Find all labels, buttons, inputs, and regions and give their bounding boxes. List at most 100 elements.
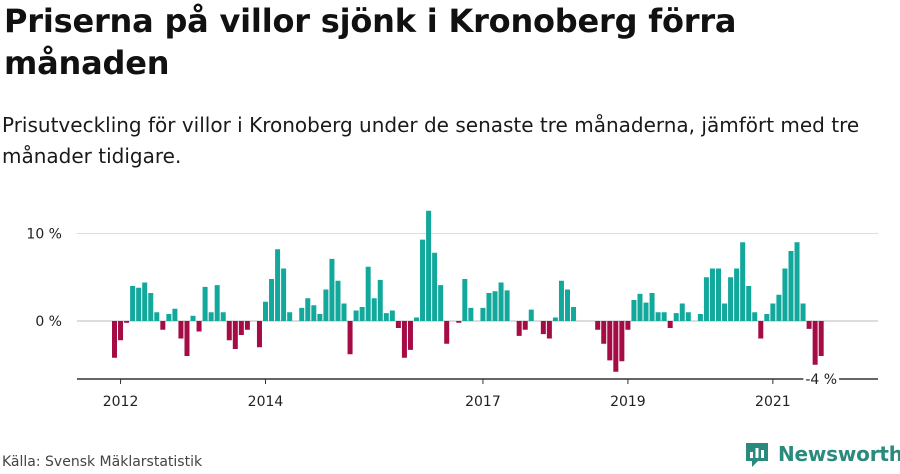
bar: [118, 321, 124, 341]
brand-name: Newsworthy: [778, 442, 900, 466]
bar: [148, 293, 154, 321]
bar: [595, 321, 601, 330]
bar: [800, 303, 806, 321]
bar: [353, 310, 359, 321]
bar: [438, 285, 444, 321]
y-tick-label: 10 %: [26, 227, 62, 243]
x-tick-label: 2012: [103, 394, 139, 410]
bar: [432, 252, 438, 321]
bar: [776, 294, 782, 321]
newsworthy-logo[interactable]: Newsworthy: [744, 441, 900, 467]
bar: [782, 268, 788, 321]
bar: [788, 251, 794, 321]
bar: [202, 286, 208, 321]
y-tick-label: 0 %: [35, 314, 62, 330]
chart-subtitle: Prisutveckling för villor i Kronoberg un…: [2, 113, 860, 168]
source-note: Källa: Svensk Mäklarstatistik: [2, 454, 203, 470]
bar: [256, 321, 262, 348]
bar: [794, 242, 800, 321]
bar: [601, 321, 607, 344]
bar: [220, 312, 226, 321]
bar: [492, 291, 498, 321]
bar: [184, 321, 190, 356]
bar: [806, 321, 812, 329]
x-tick-label: 2021: [755, 394, 791, 410]
x-tick-label: 2017: [465, 394, 501, 410]
bar: [407, 321, 413, 350]
bar: [685, 312, 691, 321]
bar: [552, 317, 558, 321]
bar: [740, 242, 746, 321]
bar: [565, 289, 570, 321]
bar-chart-logo-icon: [744, 441, 770, 467]
bar: [130, 286, 136, 321]
bar: [365, 266, 371, 321]
bar: [420, 239, 426, 321]
bar: [619, 321, 625, 362]
bar: [426, 210, 432, 321]
bar: [546, 321, 552, 339]
bar: [643, 302, 649, 321]
bar: [516, 321, 522, 336]
bar: [136, 287, 142, 321]
bar: [172, 308, 178, 321]
bar: [480, 307, 486, 321]
bar: [504, 290, 510, 321]
bar: [395, 321, 401, 328]
bar: [649, 293, 655, 321]
bar: [558, 280, 564, 321]
bar: [196, 321, 202, 332]
bar: [486, 293, 492, 321]
bar: [226, 321, 232, 341]
bar: [679, 303, 685, 321]
axis-layer: 2012 2014 2017 2019 2021 -4 %: [77, 372, 878, 410]
bar: [456, 321, 462, 323]
bar: [305, 298, 311, 321]
bar: [444, 321, 450, 344]
bar: [383, 313, 389, 321]
bar: [329, 258, 335, 321]
bar: [673, 313, 679, 321]
x-tick-label: 2014: [248, 394, 284, 410]
bar: [323, 289, 329, 321]
bar: [269, 279, 275, 321]
bar: [770, 303, 776, 321]
bar: [232, 321, 238, 349]
bar: [667, 321, 673, 328]
bar: [311, 305, 317, 321]
bar: [758, 321, 764, 339]
bar: [275, 249, 281, 321]
bar: [746, 286, 752, 321]
bar: [166, 314, 172, 321]
bar: [142, 282, 148, 321]
bar: [728, 277, 734, 321]
bar: [734, 268, 740, 321]
bar: [462, 279, 468, 321]
bar: [414, 317, 419, 321]
bar: [341, 303, 347, 321]
bar: [401, 321, 407, 358]
bar: [299, 307, 305, 321]
bar: [208, 312, 214, 321]
bar: [281, 268, 287, 321]
bar: [709, 268, 715, 321]
bar: [697, 314, 703, 321]
x-tick-label: 2019: [610, 394, 646, 410]
bar: [637, 293, 643, 321]
bar: [287, 312, 293, 321]
last-value-label: -4 %: [805, 372, 837, 388]
bar: [263, 301, 268, 321]
bar-chart: 0 % 10 % 2012 2014 2017 2019 2021 -4 %: [26, 210, 878, 410]
bar: [112, 321, 117, 358]
bar: [722, 303, 728, 321]
bar: [498, 282, 504, 321]
bar: [317, 314, 323, 321]
bar: [764, 314, 770, 321]
bar: [661, 312, 667, 321]
bar-layer: [112, 210, 824, 372]
bar: [655, 312, 661, 321]
bar: [818, 321, 824, 356]
bar: [335, 280, 341, 321]
bar: [124, 321, 130, 323]
bar: [752, 312, 758, 321]
